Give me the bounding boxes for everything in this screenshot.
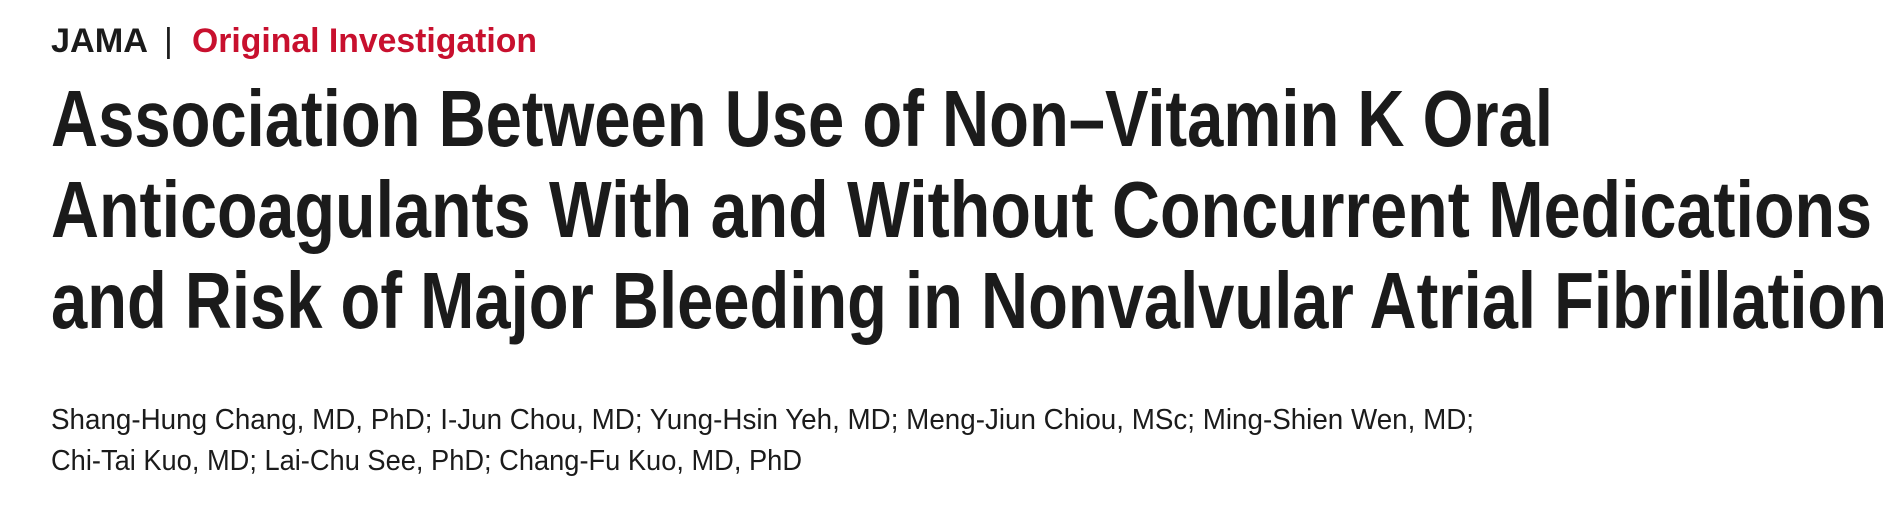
section-label: Original Investigation xyxy=(192,22,537,60)
separator: | xyxy=(164,22,173,60)
title-line: Anticoagulants With and Without Concurre… xyxy=(51,165,1872,254)
author-line: Shang-Hung Chang, MD, PhD; I-Jun Chou, M… xyxy=(51,404,1474,436)
title-line: and Risk of Major Bleeding in Nonvalvula… xyxy=(51,256,1887,345)
author-line: Chi-Tai Kuo, MD; Lai-Chu See, PhD; Chang… xyxy=(51,445,802,477)
journal-name: JAMA xyxy=(51,22,148,60)
title-line: Association Between Use of Non–Vitamin K… xyxy=(51,74,1553,163)
